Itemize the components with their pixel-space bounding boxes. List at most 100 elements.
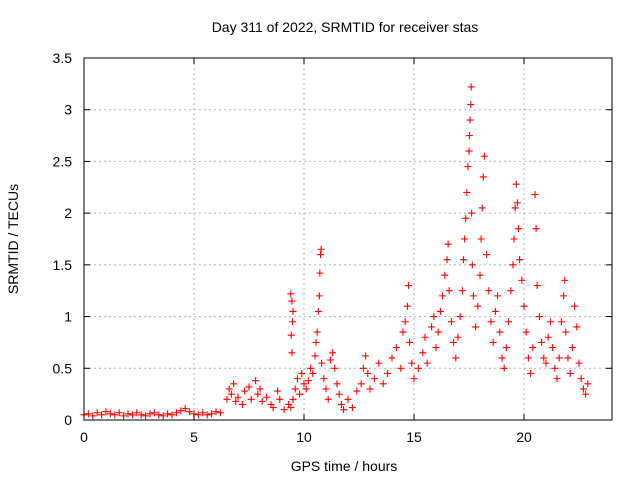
data-point — [168, 411, 176, 419]
data-point — [575, 359, 583, 367]
data-point — [241, 387, 249, 395]
data-point — [568, 344, 576, 352]
data-point — [553, 375, 561, 383]
data-point — [579, 385, 587, 393]
data-point — [538, 338, 546, 346]
data-point — [498, 354, 506, 362]
data-point — [357, 380, 365, 388]
data-point — [584, 380, 592, 388]
data-point — [106, 410, 114, 418]
data-point — [142, 412, 150, 420]
data-point — [287, 331, 295, 339]
data-point — [256, 385, 264, 393]
axis-ticks: 0 5 10 15 20 0 0.5 1 1.5 2 2.5 3 3.5 — [53, 50, 612, 445]
data-point — [542, 359, 550, 367]
data-point — [439, 292, 447, 300]
data-point — [366, 385, 374, 393]
data-point — [461, 235, 469, 243]
data-point — [566, 369, 574, 377]
data-point — [419, 349, 427, 357]
x-axis-label: GPS time / hours — [291, 458, 398, 474]
data-point — [489, 338, 497, 346]
data-point — [150, 409, 158, 417]
data-point — [516, 256, 524, 264]
data-point — [353, 387, 361, 395]
data-point — [337, 400, 345, 408]
data-point — [322, 385, 330, 393]
data-point — [491, 307, 499, 315]
data-point — [465, 147, 473, 155]
y-tick-label: 0.5 — [53, 360, 73, 376]
chart-title: Day 311 of 2022, SRMTID for receiver sta… — [212, 19, 479, 35]
data-point — [111, 411, 119, 419]
data-point — [399, 328, 407, 336]
data-point — [410, 375, 418, 383]
data-point — [309, 369, 317, 377]
data-point — [561, 276, 569, 284]
data-point — [315, 292, 323, 300]
x-tick-label: 15 — [406, 429, 422, 445]
data-point — [208, 410, 216, 418]
data-point — [177, 407, 185, 415]
data-point — [531, 191, 539, 199]
data-point — [462, 214, 470, 222]
data-point — [450, 338, 458, 346]
data-point — [289, 307, 297, 315]
data-point — [510, 235, 518, 243]
data-point — [84, 410, 92, 418]
data-point — [370, 375, 378, 383]
data-point — [406, 338, 414, 346]
data-point — [223, 395, 231, 403]
data-point — [326, 356, 334, 364]
data-point — [93, 409, 101, 417]
data-point — [344, 395, 352, 403]
data-point — [428, 323, 436, 331]
data-point — [232, 397, 240, 405]
y-tick-label: 1.5 — [53, 257, 73, 273]
data-point — [546, 318, 554, 326]
data-point — [477, 235, 485, 243]
grid — [84, 58, 612, 420]
data-point — [456, 313, 464, 321]
data-point — [203, 411, 211, 419]
data-point — [164, 410, 172, 418]
y-tick-label: 3.5 — [53, 50, 73, 66]
data-point — [469, 292, 477, 300]
data-point — [392, 344, 400, 352]
data-point — [524, 354, 532, 362]
data-point — [311, 352, 319, 360]
data-point — [423, 359, 431, 367]
data-point — [317, 251, 324, 259]
data-point — [430, 313, 438, 321]
data-point — [280, 406, 288, 414]
data-point — [444, 240, 452, 248]
data-point — [480, 152, 488, 160]
data-points — [80, 83, 592, 420]
data-point — [288, 297, 296, 305]
data-point — [421, 333, 429, 341]
data-point — [329, 349, 337, 357]
data-point — [485, 287, 493, 295]
data-point — [555, 354, 563, 362]
data-point — [458, 287, 466, 295]
data-point — [293, 375, 301, 383]
data-point — [468, 261, 476, 269]
data-point — [397, 364, 405, 372]
y-tick-label: 1 — [64, 309, 72, 325]
data-point — [289, 318, 297, 326]
data-point — [463, 188, 471, 196]
data-point — [573, 323, 581, 331]
data-point — [155, 411, 163, 419]
data-point — [582, 390, 590, 398]
data-point — [331, 364, 339, 372]
data-point — [468, 209, 476, 217]
data-point — [313, 328, 321, 336]
data-point — [245, 383, 253, 391]
data-point — [511, 204, 519, 212]
data-point — [362, 352, 370, 360]
data-point — [287, 404, 295, 412]
data-point — [500, 364, 508, 372]
data-point — [564, 354, 572, 362]
data-point — [274, 387, 282, 395]
data-point — [443, 256, 451, 264]
